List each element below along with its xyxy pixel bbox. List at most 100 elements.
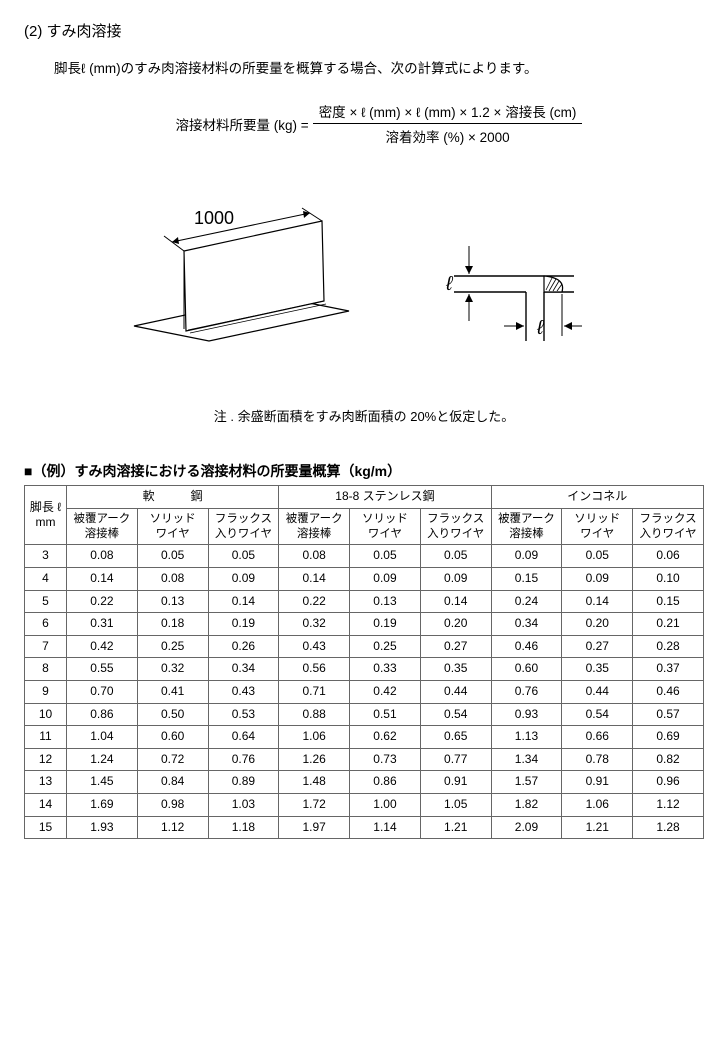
value-cell: 0.91 xyxy=(562,771,633,794)
value-cell: 0.72 xyxy=(137,748,208,771)
value-cell: 0.24 xyxy=(491,590,562,613)
value-cell: 0.35 xyxy=(562,658,633,681)
table-row: 121.240.720.761.260.730.771.340.780.82 xyxy=(25,748,704,771)
leg-length-cell: 12 xyxy=(25,748,67,771)
value-cell: 1.21 xyxy=(562,816,633,839)
value-cell: 0.57 xyxy=(633,703,704,726)
value-cell: 0.21 xyxy=(633,613,704,636)
leg-length-cell: 15 xyxy=(25,816,67,839)
figure-isometric: 1000 xyxy=(124,206,354,356)
value-cell: 1.06 xyxy=(562,794,633,817)
value-cell: 1.00 xyxy=(350,794,421,817)
value-cell: 0.76 xyxy=(208,748,279,771)
value-cell: 0.86 xyxy=(350,771,421,794)
value-cell: 0.09 xyxy=(562,568,633,591)
sub-header: 被覆アーク溶接棒 xyxy=(67,508,138,545)
table-row: 50.220.130.140.220.130.140.240.140.15 xyxy=(25,590,704,613)
value-cell: 0.54 xyxy=(562,703,633,726)
value-cell: 0.14 xyxy=(208,590,279,613)
leg-length-cell: 7 xyxy=(25,635,67,658)
leg-length-cell: 4 xyxy=(25,568,67,591)
table-row: 90.700.410.430.710.420.440.760.440.46 xyxy=(25,681,704,704)
example-title: ■（例）すみ肉溶接における溶接材料の所要量概算（kg/m） xyxy=(24,461,704,481)
leg-length-cell: 8 xyxy=(25,658,67,681)
l-label-vert: ℓ xyxy=(445,273,454,295)
value-cell: 0.37 xyxy=(633,658,704,681)
value-cell: 0.14 xyxy=(67,568,138,591)
group-header: 軟 鋼 xyxy=(67,486,279,509)
value-cell: 0.89 xyxy=(208,771,279,794)
formula: 溶接材料所要量 (kg) = 密度 × ℓ (mm) × ℓ (mm) × 1.… xyxy=(54,101,704,146)
sub-header: フラックス入りワイヤ xyxy=(420,508,491,545)
table-row: 80.550.320.340.560.330.350.600.350.37 xyxy=(25,658,704,681)
figures-row: 1000 xyxy=(24,206,704,356)
row-header-l2: mm xyxy=(36,515,56,529)
value-cell: 0.42 xyxy=(67,635,138,658)
formula-numerator: 密度 × ℓ (mm) × ℓ (mm) × 1.2 × 溶接長 (cm) xyxy=(313,101,583,124)
value-cell: 0.60 xyxy=(491,658,562,681)
value-cell: 0.08 xyxy=(279,545,350,568)
value-cell: 0.08 xyxy=(137,568,208,591)
value-cell: 0.20 xyxy=(562,613,633,636)
formula-lhs: 溶接材料所要量 (kg) = xyxy=(176,114,309,134)
value-cell: 1.82 xyxy=(491,794,562,817)
value-cell: 0.06 xyxy=(633,545,704,568)
note-text: 注 . 余盛断面積をすみ肉断面積の 20%と仮定した。 xyxy=(24,406,704,425)
value-cell: 1.26 xyxy=(279,748,350,771)
value-cell: 0.82 xyxy=(633,748,704,771)
value-cell: 0.25 xyxy=(137,635,208,658)
value-cell: 0.65 xyxy=(420,726,491,749)
value-cell: 1.57 xyxy=(491,771,562,794)
value-cell: 0.19 xyxy=(208,613,279,636)
value-cell: 1.24 xyxy=(67,748,138,771)
value-cell: 0.60 xyxy=(137,726,208,749)
row-header-l1: 脚長 ℓ xyxy=(30,500,61,514)
value-cell: 1.34 xyxy=(491,748,562,771)
section-title: (2) すみ肉溶接 xyxy=(24,20,704,41)
sub-header: 被覆アーク溶接棒 xyxy=(279,508,350,545)
value-cell: 1.12 xyxy=(633,794,704,817)
value-cell: 0.66 xyxy=(562,726,633,749)
value-cell: 1.13 xyxy=(491,726,562,749)
value-cell: 0.86 xyxy=(67,703,138,726)
sub-header: ソリッドワイヤ xyxy=(562,508,633,545)
value-cell: 0.22 xyxy=(279,590,350,613)
value-cell: 0.27 xyxy=(562,635,633,658)
leg-length-cell: 10 xyxy=(25,703,67,726)
value-cell: 0.19 xyxy=(350,613,421,636)
value-cell: 0.42 xyxy=(350,681,421,704)
value-cell: 1.21 xyxy=(420,816,491,839)
value-cell: 0.44 xyxy=(562,681,633,704)
value-cell: 0.20 xyxy=(420,613,491,636)
value-cell: 0.05 xyxy=(208,545,279,568)
value-cell: 0.71 xyxy=(279,681,350,704)
figure-cross-section: ℓ ℓ xyxy=(434,206,604,356)
table-row: 131.450.840.891.480.860.911.570.910.96 xyxy=(25,771,704,794)
value-cell: 1.03 xyxy=(208,794,279,817)
value-cell: 1.12 xyxy=(137,816,208,839)
value-cell: 0.34 xyxy=(491,613,562,636)
table-row: 100.860.500.530.880.510.540.930.540.57 xyxy=(25,703,704,726)
value-cell: 0.13 xyxy=(350,590,421,613)
value-cell: 0.14 xyxy=(562,590,633,613)
formula-fraction: 密度 × ℓ (mm) × ℓ (mm) × 1.2 × 溶接長 (cm) 溶着… xyxy=(313,101,583,146)
value-cell: 0.88 xyxy=(279,703,350,726)
value-cell: 1.72 xyxy=(279,794,350,817)
value-cell: 1.18 xyxy=(208,816,279,839)
sub-header: ソリッドワイヤ xyxy=(137,508,208,545)
table-row: 151.931.121.181.971.141.212.091.211.28 xyxy=(25,816,704,839)
value-cell: 0.69 xyxy=(633,726,704,749)
value-cell: 0.05 xyxy=(350,545,421,568)
value-cell: 0.64 xyxy=(208,726,279,749)
leg-length-cell: 3 xyxy=(25,545,67,568)
value-cell: 0.05 xyxy=(420,545,491,568)
value-cell: 0.46 xyxy=(491,635,562,658)
value-cell: 1.48 xyxy=(279,771,350,794)
dim-1000: 1000 xyxy=(194,208,234,228)
formula-denominator: 溶着効率 (%) × 2000 xyxy=(313,124,583,146)
sub-header: フラックス入りワイヤ xyxy=(208,508,279,545)
value-cell: 0.62 xyxy=(350,726,421,749)
value-cell: 0.98 xyxy=(137,794,208,817)
table-row: 111.040.600.641.060.620.651.130.660.69 xyxy=(25,726,704,749)
value-cell: 0.70 xyxy=(67,681,138,704)
